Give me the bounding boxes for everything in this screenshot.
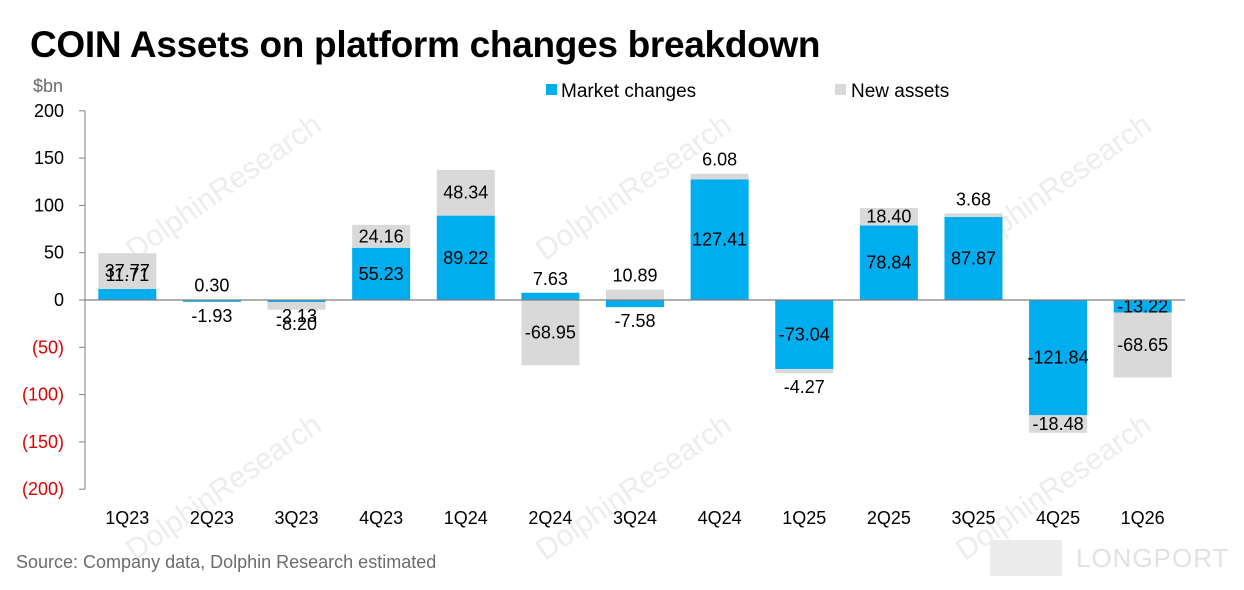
y-tick-label: (150) — [22, 432, 64, 452]
y-tick-label: (100) — [22, 385, 64, 405]
x-category-label: 4Q25 — [1036, 508, 1080, 528]
bar-new-assets — [1029, 415, 1088, 433]
data-label-market-changes: 11.71 — [105, 265, 149, 285]
data-label-market-changes: -1.93 — [191, 306, 232, 326]
bar-new-assets — [436, 169, 495, 216]
data-label-new-assets: -68.95 — [525, 323, 576, 343]
y-tick-label: 200 — [34, 101, 64, 121]
bar-new-assets — [1113, 312, 1172, 378]
bar-market-changes — [436, 215, 495, 300]
data-label-market-changes: -13.22 — [1117, 296, 1168, 316]
data-label-new-assets: 48.34 — [443, 183, 488, 203]
bar-market-changes — [521, 292, 580, 300]
y-tick-label: 150 — [34, 148, 64, 168]
bar-new-assets — [859, 208, 918, 226]
bar-new-assets — [98, 253, 157, 289]
bar-market-changes — [1113, 300, 1172, 313]
bar-market-changes — [859, 225, 918, 300]
logo-icon — [990, 540, 1062, 576]
data-label-market-changes: 78.84 — [866, 253, 911, 273]
x-category-label: 2Q23 — [190, 508, 234, 528]
data-label-market-changes: 7.63 — [533, 269, 568, 289]
chart-title: COIN Assets on platform changes breakdow… — [30, 24, 821, 65]
x-category-label: 3Q23 — [275, 508, 319, 528]
data-label-market-changes: 55.23 — [359, 264, 404, 284]
data-label-new-assets: -18.48 — [1033, 414, 1084, 434]
data-label-market-changes: -2.13 — [276, 306, 317, 326]
y-tick-label: (50) — [32, 337, 64, 357]
y-tick-label: 0 — [54, 290, 64, 310]
bar-new-assets — [606, 289, 664, 300]
bar-new-assets — [944, 213, 1003, 217]
data-label-market-changes: 87.87 — [951, 248, 996, 268]
bar-new-assets — [352, 224, 411, 248]
x-category-label: 4Q23 — [359, 508, 403, 528]
data-label-new-assets: 18.40 — [866, 207, 911, 227]
legend-label-new-assets: New assets — [851, 81, 949, 102]
bar-market-changes — [98, 288, 157, 300]
data-label-new-assets: 37.77 — [105, 261, 150, 281]
bar-market-changes — [775, 300, 834, 370]
y-tick-label: 100 — [34, 195, 64, 215]
x-category-label: 1Q26 — [1121, 508, 1165, 528]
bar-new-assets — [690, 173, 749, 180]
bar-new-assets — [775, 369, 834, 374]
data-label-market-changes: -73.04 — [779, 325, 830, 345]
legend-swatch-market-changes — [546, 84, 557, 95]
data-label-new-assets: 24.16 — [359, 226, 404, 246]
data-label-market-changes: -7.58 — [614, 311, 655, 331]
bar-market-changes — [944, 216, 1003, 300]
data-label-market-changes: 127.41 — [692, 230, 747, 250]
y-tick-label: 50 — [44, 243, 64, 263]
x-category-label: 1Q24 — [444, 508, 488, 528]
x-category-label: 3Q24 — [613, 508, 657, 528]
bar-market-changes — [606, 300, 664, 308]
data-label-new-assets: 6.08 — [702, 150, 737, 170]
data-label-market-changes: 89.22 — [443, 248, 488, 268]
data-label-new-assets: 0.30 — [194, 276, 229, 296]
data-label-new-assets: -68.65 — [1117, 335, 1168, 355]
bar-market-changes — [182, 300, 241, 302]
bar-new-assets — [521, 300, 580, 366]
x-category-label: 4Q24 — [698, 508, 742, 528]
bar-market-changes — [352, 247, 411, 300]
source-note: Source: Company data, Dolphin Research e… — [16, 552, 437, 572]
bar-new-assets — [267, 302, 326, 310]
x-category-label: 2Q24 — [528, 508, 572, 528]
x-category-label: 1Q23 — [105, 508, 149, 528]
bar-market-changes — [1029, 300, 1088, 416]
data-label-new-assets: -8.20 — [276, 314, 317, 334]
logo: LONGPORT — [1076, 543, 1230, 573]
bar-market-changes — [690, 179, 749, 300]
x-category-label: 3Q25 — [951, 508, 995, 528]
data-label-new-assets: -4.27 — [784, 377, 825, 397]
x-category-label: 2Q25 — [867, 508, 911, 528]
bar-market-changes — [267, 300, 326, 303]
legend-label-market-changes: Market changes — [561, 81, 696, 102]
legend-swatch-new-assets — [835, 84, 846, 95]
y-axis-unit-label: $bn — [33, 76, 63, 96]
x-category-label: 1Q25 — [782, 508, 826, 528]
data-label-market-changes: -121.84 — [1028, 348, 1089, 368]
data-label-new-assets: 3.68 — [956, 189, 991, 209]
data-label-new-assets: 10.89 — [612, 266, 657, 286]
y-tick-label: (200) — [22, 479, 64, 499]
